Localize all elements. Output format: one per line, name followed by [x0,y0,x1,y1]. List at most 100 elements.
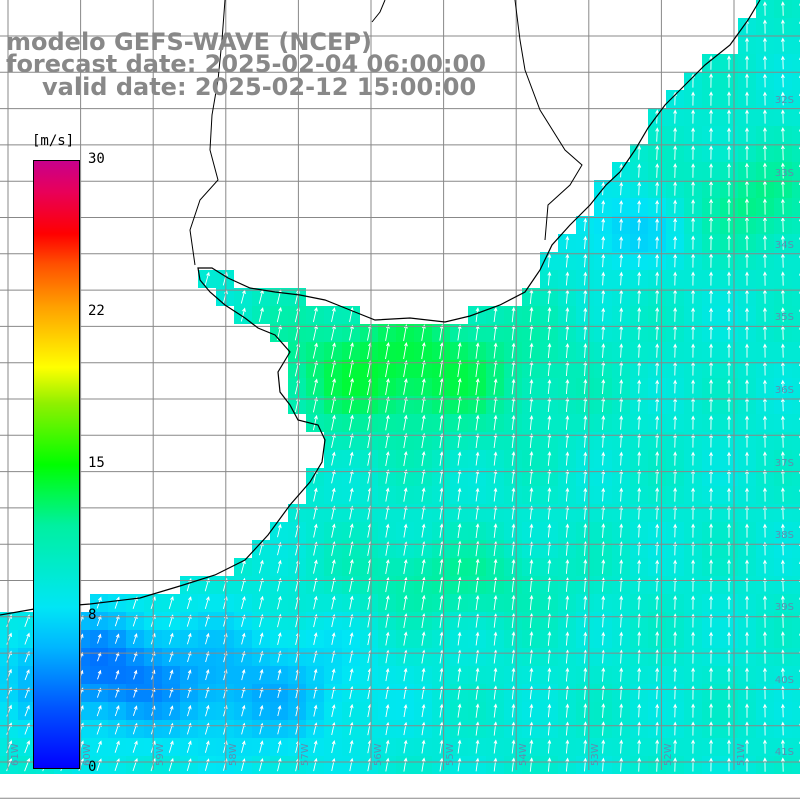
wind-arrow [691,523,696,538]
wind-arrow [655,236,660,249]
wind-arrow [493,594,498,611]
wind-arrow [529,757,534,772]
wind-arrow [96,740,102,753]
wind-arrow [727,739,731,754]
wind-arrow [655,307,660,322]
wind-arrow [673,109,678,124]
wind-arrow [241,740,246,753]
wind-arrow [673,523,678,538]
wind-arrow [601,343,606,358]
wind-arrow [6,757,13,772]
wind-arrow [457,451,462,466]
wind-arrow [349,324,354,341]
wind-arrow [511,703,516,718]
wind-arrow [691,505,696,520]
wind-arrow [762,451,767,466]
wind-arrow [133,651,138,662]
wind-arrow [727,487,731,502]
wind-arrow [475,558,480,575]
wind-arrow [727,91,731,106]
wind-arrow [727,162,731,178]
wind-arrow [511,378,516,395]
wind-arrow [637,469,642,484]
wind-arrow [457,469,462,484]
wind-arrow [277,757,282,772]
wind-arrow [565,631,570,646]
wind-arrow [655,415,660,430]
wind-arrow [511,631,516,646]
wind-arrow [709,721,714,736]
wind-arrow [475,631,480,646]
wind-arrow [421,378,426,395]
wind-arrow [691,271,696,286]
wind-arrow [583,378,588,395]
wind-arrow [313,704,318,717]
wind-arrow [385,469,390,484]
wind-arrow [349,757,354,772]
wind-arrow [493,523,498,538]
wind-arrow [601,523,606,538]
wind-arrow [493,487,498,502]
wind-arrow [475,721,480,736]
wind-arrow [204,596,210,610]
wind-arrow [547,703,552,718]
wind-arrow [745,595,749,610]
wind-arrow [727,595,731,610]
wind-arrow [691,685,696,700]
lat-label: 32S [774,95,794,106]
wind-arrow [709,271,714,286]
wind-arrow [114,614,120,627]
wind-arrow [529,523,534,538]
wind-arrow [727,523,731,538]
wind-arrow [727,433,731,448]
wind-speed-cell [792,342,800,360]
wind-arrow [511,306,516,323]
wind-arrow [691,307,696,322]
wind-arrow [511,721,516,736]
wind-arrow [169,669,174,680]
wind-arrow [529,631,534,646]
wind-speed-cell [792,162,800,180]
wind-speed-cell [792,414,800,432]
wind-arrow [601,378,606,395]
wind-speed-cell [792,666,800,684]
wind-arrow [565,235,570,250]
wind-arrow [403,667,408,682]
wind-arrow [709,595,714,610]
wind-arrow [493,703,498,718]
wind-arrow [691,235,696,250]
wind-arrow [637,379,642,394]
wind-arrow [762,379,767,394]
wind-arrow [547,631,552,646]
wind-arrow [637,595,642,610]
wind-arrow [457,487,462,502]
wind-arrow [655,703,660,718]
wind-arrow [780,109,785,124]
wind-arrow [457,433,462,448]
wind-arrow [529,306,534,323]
wind-arrow [385,667,390,682]
wind-arrow [637,200,642,213]
wind-arrow [762,162,767,179]
wind-arrow [727,505,731,520]
wind-arrow [475,451,480,466]
wind-arrow [745,487,749,502]
wind-arrow [780,469,785,484]
wind-arrow [385,595,390,610]
wind-arrow [583,595,588,610]
wind-arrow [529,594,534,611]
wind-arrow [331,632,336,645]
wind-arrow [457,324,462,341]
wind-arrow [762,415,767,430]
wind-arrow [331,523,336,538]
wind-arrow [780,307,785,322]
wind-arrow [259,632,264,645]
wind-arrow [565,451,570,466]
wind-arrow [169,651,174,663]
wind-arrow [619,271,624,286]
wind-arrow [637,145,642,160]
wind-arrow [673,739,678,754]
wind-arrow [547,433,552,448]
